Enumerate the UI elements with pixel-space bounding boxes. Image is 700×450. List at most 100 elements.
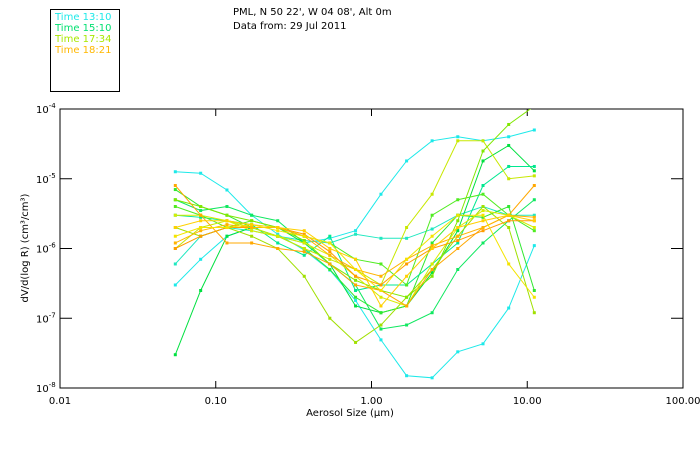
data-point xyxy=(481,215,485,219)
data-point xyxy=(456,350,460,354)
data-point xyxy=(354,340,358,344)
series-10 xyxy=(173,139,536,287)
data-point xyxy=(328,236,332,240)
axis-ticks xyxy=(60,109,683,388)
data-point xyxy=(250,241,254,245)
data-point xyxy=(456,229,460,233)
data-point xyxy=(430,274,434,278)
data-point xyxy=(481,149,485,153)
data-point xyxy=(481,342,485,346)
data-point xyxy=(379,274,383,278)
x-tick-label: 1.00 xyxy=(360,396,382,407)
x-tick-label: 100.00 xyxy=(666,396,700,407)
data-point xyxy=(225,226,229,230)
series-line xyxy=(175,189,535,314)
data-point xyxy=(405,295,409,299)
y-tick-exp: -6 xyxy=(49,242,57,250)
data-point xyxy=(405,374,409,378)
chart-date: Data from: 29 Jul 2011 xyxy=(233,21,347,32)
data-point xyxy=(328,262,332,266)
y-tick-label: 10-8 xyxy=(36,381,56,395)
data-point xyxy=(481,192,485,196)
data-point xyxy=(276,234,280,238)
data-point xyxy=(405,323,409,327)
data-point xyxy=(379,338,383,342)
data-point xyxy=(481,209,485,213)
x-axis-title: Aerosol Size (µm) xyxy=(306,408,394,419)
data-point xyxy=(225,241,229,245)
series-line xyxy=(174,144,535,355)
data-point xyxy=(532,169,536,173)
data-point xyxy=(250,213,254,217)
data-point xyxy=(532,164,536,168)
data-point xyxy=(354,283,358,287)
data-point xyxy=(173,198,177,202)
data-point xyxy=(354,267,358,271)
data-point xyxy=(173,226,177,230)
data-point xyxy=(199,219,203,223)
data-point xyxy=(276,247,280,250)
data-point xyxy=(532,184,536,188)
data-point xyxy=(379,288,383,292)
data-point xyxy=(430,241,434,245)
data-point xyxy=(507,306,511,310)
data-point xyxy=(532,128,536,132)
data-point xyxy=(532,288,536,292)
data-point xyxy=(405,236,409,240)
data-point xyxy=(302,274,306,278)
data-point xyxy=(302,232,306,236)
data-point xyxy=(532,215,536,219)
y-tick-exp: -8 xyxy=(49,381,56,389)
data-point xyxy=(199,215,203,219)
data-point xyxy=(430,271,434,275)
data-point xyxy=(533,105,536,108)
data-point xyxy=(354,232,358,236)
data-point xyxy=(173,262,177,266)
data-point xyxy=(225,205,229,209)
data-point xyxy=(328,316,332,320)
data-point xyxy=(199,209,203,213)
x-tick-label: 10.00 xyxy=(513,396,542,407)
data-point xyxy=(302,253,306,257)
data-point xyxy=(481,241,485,245)
legend: Time 13:10 Time 15:10 Time 17:34 Time 18… xyxy=(50,9,120,92)
data-point xyxy=(354,298,358,302)
data-point xyxy=(302,234,306,238)
data-point xyxy=(379,192,383,196)
data-point xyxy=(532,295,536,299)
data-point xyxy=(173,205,177,209)
data-point xyxy=(430,262,434,266)
data-point xyxy=(405,283,409,287)
data-point xyxy=(430,244,434,248)
data-point xyxy=(405,304,409,308)
y-tick-label: 10-6 xyxy=(36,242,56,256)
data-point xyxy=(456,234,460,238)
data-point xyxy=(532,226,536,230)
x-tick-label: 0.01 xyxy=(49,396,71,407)
x-tick-label: 0.10 xyxy=(205,396,227,407)
axis-labels: 0.01 0.10 1.00 10.00 100.0010-410-510-610-71… xyxy=(36,102,700,407)
data-point xyxy=(430,234,434,238)
data-point xyxy=(405,257,409,261)
data-point xyxy=(456,219,460,223)
data-point xyxy=(507,177,511,181)
data-point xyxy=(302,250,306,254)
data-point xyxy=(328,241,332,245)
data-point xyxy=(354,257,358,261)
y-tick-base: 10 xyxy=(36,384,49,395)
data-point xyxy=(507,143,511,147)
data-point xyxy=(328,234,332,238)
data-point xyxy=(379,323,383,327)
data-point xyxy=(199,257,203,261)
data-point xyxy=(532,198,536,202)
y-tick-exp: -4 xyxy=(49,102,57,110)
data-point xyxy=(532,219,536,223)
data-point xyxy=(405,262,409,266)
data-point xyxy=(354,295,358,299)
legend-item-1510: Time 15:10 xyxy=(55,23,112,34)
data-point xyxy=(456,267,460,271)
data-point xyxy=(199,171,203,175)
data-point xyxy=(173,247,177,250)
data-point xyxy=(456,135,460,139)
data-point xyxy=(456,139,460,143)
